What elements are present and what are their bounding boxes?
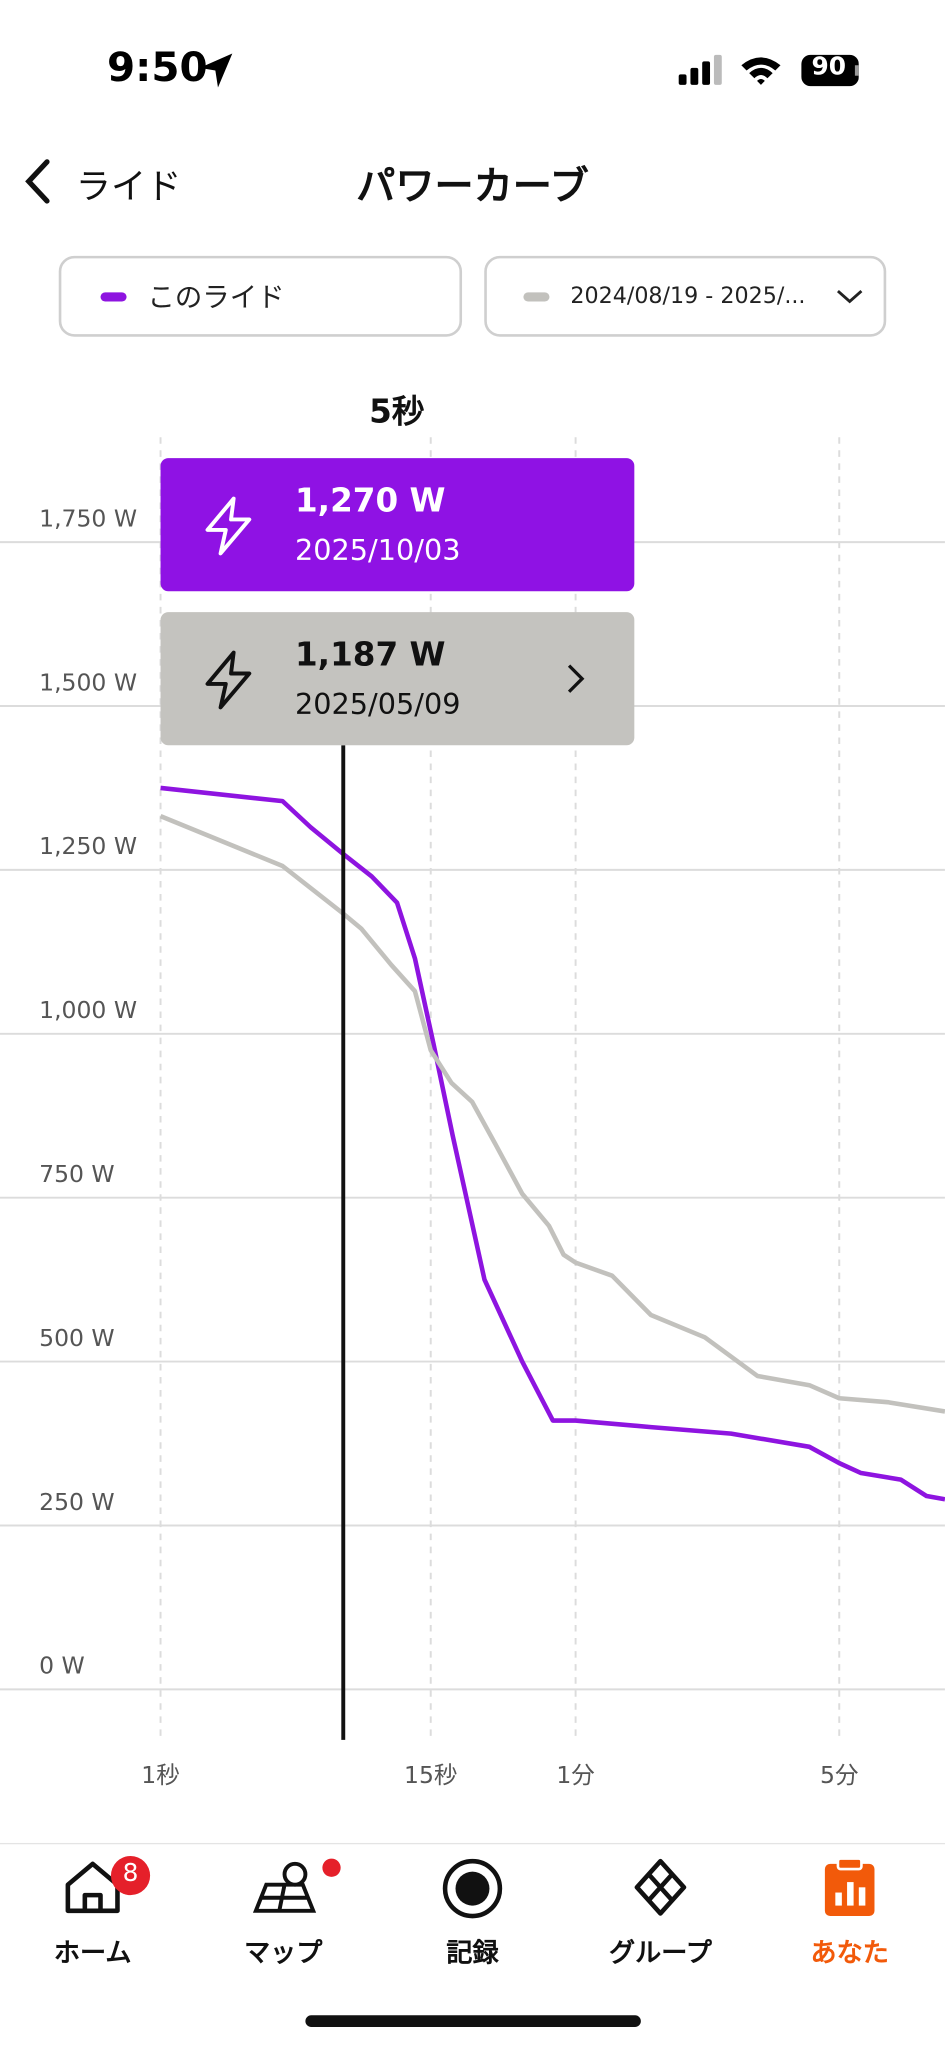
tab-icons bbox=[65, 1855, 875, 1919]
y-tick-label: 500 W bbox=[39, 1324, 115, 1352]
y-tick-label: 1,750 W bbox=[39, 504, 137, 532]
tooltip-value: 1,187 W bbox=[294, 635, 446, 674]
tab-map[interactable]: マップ bbox=[244, 1936, 323, 1969]
chevron-icon bbox=[567, 664, 585, 693]
legend-label: 2024/08/19 - 2025/... bbox=[570, 283, 806, 310]
legend-swatch bbox=[100, 291, 127, 301]
power-curve bbox=[159, 814, 945, 1414]
status-time: 9:50 bbox=[107, 44, 208, 92]
tab-divider bbox=[0, 1842, 945, 1845]
power-curve bbox=[160, 785, 945, 1502]
y-tick-label: 1,000 W bbox=[39, 996, 137, 1024]
x-tick-label: 1分 bbox=[556, 1761, 594, 1789]
y-tick-label: 1,250 W bbox=[39, 832, 137, 860]
y-tick-label: 1,500 W bbox=[39, 668, 137, 696]
notification-badge: 8 bbox=[122, 1858, 139, 1888]
legend-this-ride[interactable]: このライド bbox=[58, 255, 463, 337]
x-tick-label: 5分 bbox=[820, 1761, 858, 1789]
legend-label: このライド bbox=[147, 281, 285, 314]
dropdown-icon bbox=[837, 289, 863, 304]
status-icons bbox=[678, 54, 859, 87]
y-tick-label: 750 W bbox=[39, 1160, 115, 1188]
bolt-icon bbox=[205, 496, 252, 556]
y-tick-label: 0 W bbox=[39, 1652, 85, 1680]
legend-swatch bbox=[523, 291, 550, 301]
tab-home[interactable]: ホーム bbox=[53, 1936, 132, 1969]
x-tick-label: 15秒 bbox=[404, 1761, 457, 1789]
cursor-label: 5秒 bbox=[369, 393, 425, 431]
tooltip-range[interactable]: 1,187 W 2025/05/09 bbox=[160, 612, 635, 746]
tooltip-date: 2025/10/03 bbox=[294, 535, 461, 568]
tab-record[interactable]: 記録 bbox=[446, 1936, 499, 1969]
y-tick-label: 250 W bbox=[39, 1488, 115, 1516]
page-title: パワーカーブ bbox=[356, 164, 589, 211]
battery-level: 90 bbox=[811, 52, 847, 81]
tooltip-date: 2025/05/09 bbox=[294, 689, 461, 722]
legend-range[interactable]: 2024/08/19 - 2025/... bbox=[484, 255, 887, 337]
tooltip-value: 1,270 W bbox=[294, 481, 446, 520]
back-icon[interactable] bbox=[18, 157, 57, 209]
chart: 5秒 0 W 250 W 500 W 750 W 1,000 W 1,250 W 1,500… bbox=[0, 393, 945, 1789]
tooltip-this-ride: 1,270 W 2025/10/03 bbox=[160, 458, 635, 592]
home-indicator bbox=[305, 2015, 641, 2027]
bolt-icon bbox=[205, 650, 252, 710]
back-label[interactable]: ライド bbox=[75, 167, 182, 208]
tab-you[interactable]: あなた bbox=[810, 1936, 889, 1969]
location-icon bbox=[199, 53, 233, 88]
tab-groups[interactable]: グループ bbox=[608, 1936, 712, 1969]
x-tick-label: 1秒 bbox=[141, 1761, 179, 1789]
